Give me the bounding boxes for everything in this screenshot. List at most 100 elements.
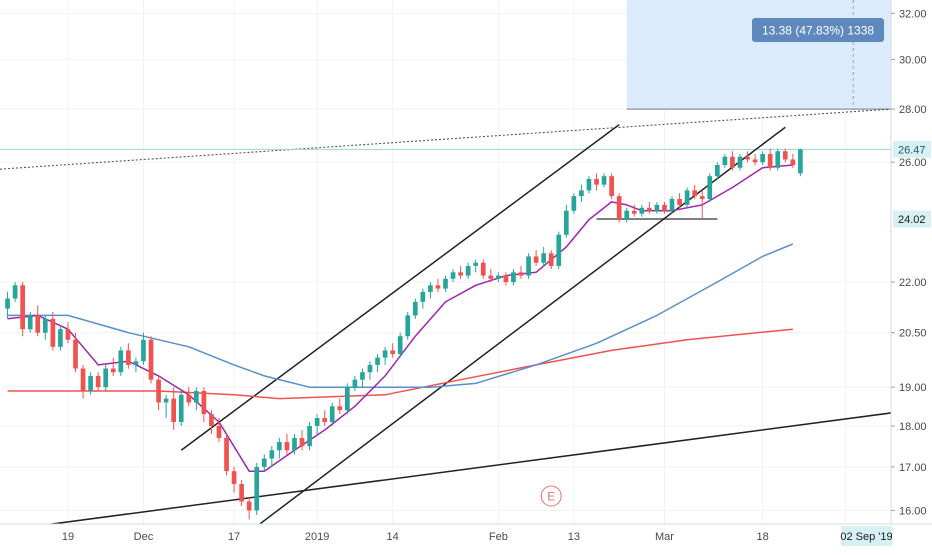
candle-body bbox=[27, 315, 33, 330]
candle bbox=[405, 311, 411, 340]
candle-body bbox=[601, 176, 607, 185]
candle-body bbox=[277, 442, 282, 451]
candle-body bbox=[647, 207, 652, 211]
candle bbox=[292, 433, 297, 455]
candle bbox=[246, 497, 252, 520]
candle-body bbox=[231, 471, 237, 485]
candle-body bbox=[745, 156, 750, 160]
candle bbox=[624, 207, 630, 223]
candle bbox=[556, 231, 562, 270]
candle bbox=[707, 173, 713, 202]
dotted-resistance-line bbox=[0, 108, 892, 170]
candle bbox=[496, 272, 501, 283]
time-tick-label: 19 bbox=[62, 531, 74, 543]
candle bbox=[616, 193, 622, 223]
candles bbox=[5, 148, 803, 520]
candle-body bbox=[58, 329, 63, 347]
candle-body bbox=[458, 272, 463, 276]
candle-body bbox=[239, 484, 244, 502]
candle bbox=[450, 269, 456, 283]
time-cursor-label-background bbox=[841, 526, 892, 546]
candle-body bbox=[12, 285, 18, 299]
candle bbox=[193, 387, 199, 411]
candle bbox=[35, 305, 41, 337]
current-price-label-background bbox=[893, 140, 931, 158]
candle bbox=[73, 332, 78, 373]
earnings-marker-circle[interactable] bbox=[540, 485, 562, 507]
candle-body bbox=[126, 350, 131, 365]
candle-body bbox=[65, 329, 71, 340]
candle-body bbox=[261, 458, 267, 467]
candle bbox=[352, 375, 358, 391]
price-axis[interactable]: 32.00 30.00 28.00 26.00 22.00 20.50 19.00 18.00… bbox=[890, 0, 932, 524]
candle-body bbox=[269, 450, 275, 459]
candle-body bbox=[699, 196, 705, 200]
candle bbox=[382, 346, 388, 365]
candle-body bbox=[579, 190, 584, 197]
candle-body bbox=[767, 154, 773, 168]
candle bbox=[178, 390, 184, 426]
candle bbox=[737, 154, 743, 171]
candle bbox=[58, 325, 63, 351]
candle bbox=[730, 151, 735, 171]
candle-body bbox=[737, 156, 743, 168]
time-tick-label: 18 bbox=[757, 531, 769, 543]
candle bbox=[103, 364, 109, 391]
candle bbox=[209, 410, 214, 434]
candle-body bbox=[95, 375, 101, 388]
price-tick-label: 16.00 bbox=[899, 505, 927, 517]
candle bbox=[511, 269, 516, 286]
measure-range-box[interactable] bbox=[626, 0, 891, 110]
time-tick-label: 17 bbox=[228, 531, 240, 543]
candle bbox=[344, 383, 350, 415]
candle bbox=[767, 148, 773, 171]
price-tick-label: 30.00 bbox=[899, 55, 927, 67]
candle-body bbox=[352, 379, 358, 388]
candle-body bbox=[473, 262, 479, 266]
candle bbox=[307, 421, 312, 451]
candle-body bbox=[541, 253, 547, 263]
candle-body bbox=[103, 368, 109, 388]
candle-body bbox=[420, 291, 426, 302]
candle bbox=[722, 154, 728, 168]
candle bbox=[631, 204, 637, 217]
candle bbox=[163, 394, 169, 419]
candle bbox=[156, 375, 161, 411]
candle-body bbox=[684, 190, 690, 205]
candle-body bbox=[526, 256, 531, 276]
measure-tool[interactable]: 13.38 (47.83%) 1338 bbox=[626, 0, 891, 110]
price-tick-label: 22.00 bbox=[899, 277, 927, 289]
candle-body bbox=[133, 361, 139, 365]
candle bbox=[118, 346, 124, 376]
measure-label-background bbox=[752, 18, 884, 42]
candle-body bbox=[556, 234, 562, 266]
price-tick-label: 19.00 bbox=[899, 382, 927, 394]
candle-body bbox=[571, 196, 577, 211]
time-axis[interactable]: 19Dec17201914Feb13Mar18A02 Sep '19 bbox=[0, 523, 932, 550]
candle bbox=[782, 148, 788, 163]
candle bbox=[428, 282, 433, 299]
candle bbox=[677, 193, 682, 208]
candle-body bbox=[163, 398, 169, 403]
candle-body bbox=[677, 199, 682, 205]
candle bbox=[88, 372, 93, 395]
candle-body bbox=[344, 387, 350, 411]
candle-body bbox=[624, 210, 630, 220]
candle-body bbox=[639, 207, 645, 214]
candle bbox=[548, 250, 554, 270]
earnings-marker-label: E bbox=[547, 490, 555, 504]
candle-body bbox=[201, 390, 207, 415]
candle bbox=[488, 269, 494, 283]
candle bbox=[601, 173, 607, 188]
candle-body bbox=[110, 368, 116, 373]
candle bbox=[216, 418, 222, 443]
candle bbox=[171, 387, 177, 430]
candle bbox=[465, 262, 471, 279]
candle bbox=[760, 151, 765, 165]
candle-body bbox=[35, 315, 41, 333]
candle bbox=[375, 353, 380, 373]
candle-body bbox=[178, 394, 184, 422]
candle-body bbox=[254, 466, 260, 511]
candle bbox=[563, 204, 569, 238]
candle bbox=[133, 357, 139, 373]
